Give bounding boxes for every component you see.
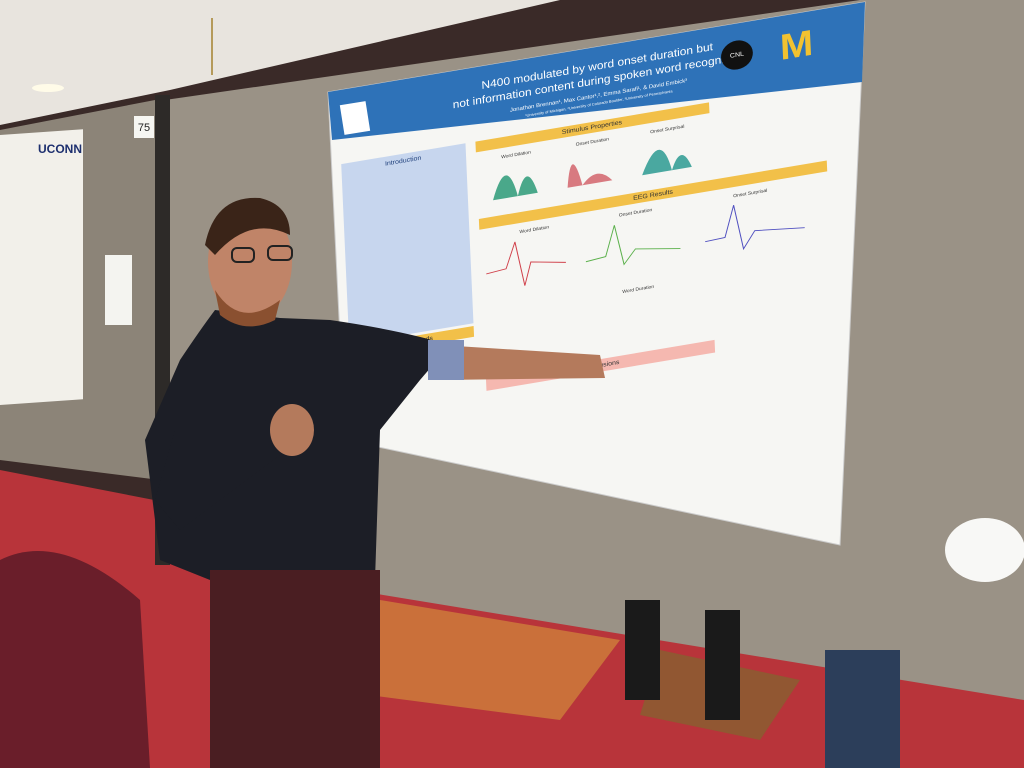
section-bar xyxy=(478,160,828,230)
presenter-pants xyxy=(210,570,380,768)
plot-title: Word Duration xyxy=(622,284,654,295)
presenter-beard xyxy=(215,290,280,327)
glasses xyxy=(267,245,293,261)
background-person-legs xyxy=(625,600,660,700)
presenter-hair xyxy=(205,197,290,255)
qr-code xyxy=(339,101,371,135)
cnl-logo-text: CNL xyxy=(730,51,744,60)
plot-title: Onset Duration xyxy=(576,136,610,147)
erp-trace xyxy=(585,225,681,266)
intro-box xyxy=(341,143,474,345)
plot-title: Onset Surprisal xyxy=(650,124,684,135)
ceiling-light xyxy=(32,84,64,92)
presenter-arm xyxy=(440,345,605,380)
plot-title: Onset Surprisal xyxy=(733,188,767,199)
coffee-cup xyxy=(945,518,1024,582)
booth-sign xyxy=(134,116,154,138)
paper-note xyxy=(105,255,132,325)
density-plot xyxy=(642,149,692,176)
erp-trace xyxy=(705,205,805,251)
presenter-hand xyxy=(270,404,314,456)
erp-trace xyxy=(486,241,566,286)
section-bar xyxy=(475,102,710,153)
density-plot xyxy=(567,164,613,188)
booth-number: 75 xyxy=(138,122,150,134)
plot-title: Word Dilation xyxy=(519,224,549,235)
presenter-forearm xyxy=(155,420,300,530)
left-poster xyxy=(0,129,83,406)
cnl-logo xyxy=(721,40,753,70)
ceiling xyxy=(0,0,560,125)
glasses xyxy=(231,247,255,263)
plot-title: Word Dilation xyxy=(501,150,531,161)
plot-title: Onset Duration xyxy=(619,207,653,218)
michigan-logo: M xyxy=(779,22,814,68)
background-person xyxy=(825,650,900,768)
carpet-pattern xyxy=(330,600,620,720)
background-person-legs xyxy=(705,610,740,720)
poster-header xyxy=(328,2,865,140)
left-poster-title: UCONN xyxy=(38,142,82,156)
density-plot xyxy=(493,175,538,201)
shirt-cuff xyxy=(428,340,464,380)
jacket xyxy=(0,551,150,768)
